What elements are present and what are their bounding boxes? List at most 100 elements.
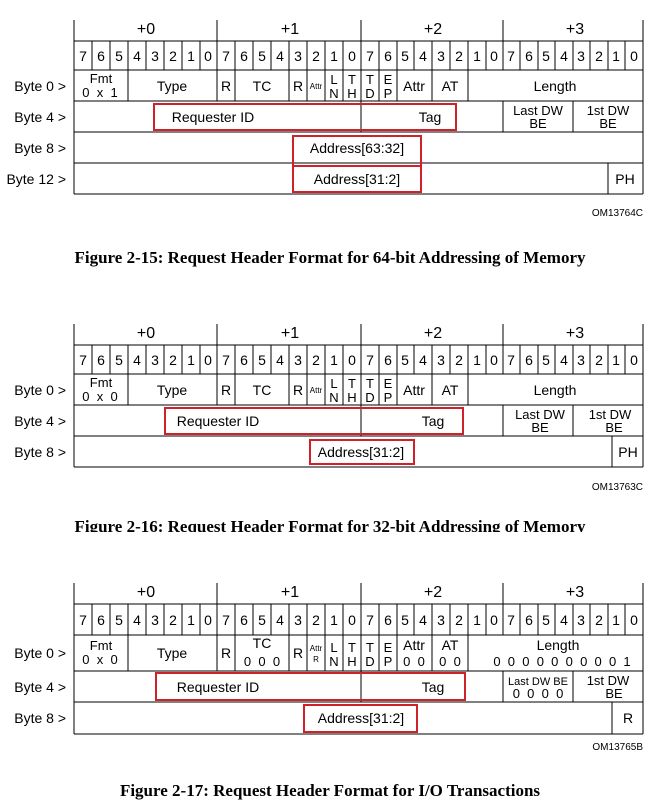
bit-label: 4: [133, 48, 141, 64]
ph-field: PH: [618, 444, 637, 460]
bit-label: 5: [115, 352, 123, 368]
row-label: Byte 0 >: [14, 78, 66, 94]
row-label: Byte 8 >: [14, 710, 66, 726]
bit-label: 1: [187, 352, 195, 368]
bit-label: 4: [276, 612, 284, 628]
bit-label: 5: [258, 612, 266, 628]
row-label: Byte 4 >: [14, 109, 66, 125]
bit-label: 4: [133, 352, 141, 368]
bit-label: 0: [490, 48, 498, 64]
bit-label: 2: [595, 612, 603, 628]
last-dw-be-field: Last DW BE: [508, 676, 568, 688]
row-label: Byte 12 >: [6, 171, 66, 187]
td-field: D: [365, 390, 374, 405]
bit-label: 1: [473, 352, 481, 368]
address-lo-field: Address[31:2]: [318, 710, 404, 726]
fmt-value: 0 x 1: [82, 85, 117, 100]
bit-label: 4: [560, 352, 568, 368]
type-field: Type: [157, 78, 188, 94]
bit-label: 0: [348, 48, 356, 64]
figure-code: OM13763C: [592, 482, 643, 493]
group-label: +3: [566, 584, 584, 601]
bit-label: 7: [222, 612, 230, 628]
bit-label: 7: [366, 48, 374, 64]
attr-bit-field: Attr: [310, 386, 323, 395]
last-dw-be-field: BE: [531, 420, 549, 435]
ln-field: L: [330, 376, 337, 391]
attr-value: 0 0: [403, 654, 425, 669]
first-dw-be-field: 1st DW: [589, 407, 632, 422]
bit-label: 2: [595, 48, 603, 64]
header-fields: Fmt 0 x 1 Type R TC R Attr L N T H T D E…: [82, 71, 634, 187]
ep-field: E: [384, 640, 393, 655]
group-label: +1: [281, 21, 299, 38]
td-field: T: [366, 640, 374, 655]
highlight-requester-tag: [164, 407, 464, 435]
bit-label: 4: [133, 612, 141, 628]
bit-label: 3: [577, 612, 585, 628]
figure-code: OM13764C: [592, 208, 643, 219]
bit-label: 6: [97, 352, 105, 368]
bit-label: 7: [79, 612, 87, 628]
group-label: +3: [566, 21, 584, 38]
group-headers: +0 +1 +2 +3: [137, 21, 584, 38]
ep-field: P: [384, 654, 393, 669]
bit-label: 0: [204, 612, 212, 628]
last-dw-be-field: BE: [529, 116, 547, 131]
fmt-field: Fmt: [90, 638, 113, 653]
row-labels: Byte 0 > Byte 4 > Byte 8 > Byte 12 >: [6, 78, 66, 187]
fmt-field: Fmt: [90, 375, 113, 390]
bit-label: 6: [384, 612, 392, 628]
address-lo-field: Address[31:2]: [314, 171, 400, 187]
bit-label: 5: [542, 48, 550, 64]
group-label: +0: [137, 21, 155, 38]
attr-field: Attr: [403, 382, 425, 398]
bit-label: 1: [473, 612, 481, 628]
row-label: Byte 0 >: [14, 645, 66, 661]
bit-label: 3: [437, 612, 445, 628]
r-field: R: [221, 645, 231, 661]
fmt-value: 0 x 0: [82, 652, 117, 667]
first-dw-be-field: BE: [605, 686, 623, 701]
bit-label: 2: [595, 352, 603, 368]
bit-label: 5: [401, 352, 409, 368]
requester-id-field: Requester ID: [172, 109, 254, 125]
address-hi-field: Address[63:32]: [310, 140, 404, 156]
bit-label: 6: [525, 352, 533, 368]
bit-label: 6: [240, 352, 248, 368]
group-label: +3: [566, 325, 584, 342]
bit-label: 4: [419, 612, 427, 628]
ln-field: N: [329, 86, 338, 101]
length-value: 0 0 0 0 0 0 0 0 0 1: [493, 654, 630, 669]
row-labels: Byte 0 > Byte 4 > Byte 8 >: [14, 645, 66, 726]
bit-label: 5: [542, 612, 550, 628]
tc-field: TC: [253, 78, 272, 94]
bit-label: 3: [151, 352, 159, 368]
bit-label: 5: [401, 612, 409, 628]
bit-label: 7: [366, 612, 374, 628]
attr-field: Attr: [403, 78, 425, 94]
row-label: Byte 4 >: [14, 413, 66, 429]
bit-label: 2: [312, 352, 320, 368]
bit-label: 6: [384, 352, 392, 368]
tc-field: TC: [253, 382, 272, 398]
attr-field: Attr: [403, 637, 425, 653]
th-field: T: [348, 640, 356, 655]
type-field: Type: [157, 382, 188, 398]
bit-label: 4: [276, 352, 284, 368]
bit-label: 2: [169, 612, 177, 628]
bit-label: 0: [630, 48, 638, 64]
at-field: AT: [442, 78, 459, 94]
bit-label: 6: [525, 612, 533, 628]
fmt-value: 0 x 0: [82, 389, 117, 404]
th-field: T: [348, 72, 356, 87]
group-label: +0: [137, 584, 155, 601]
highlight-requester-tag: [155, 672, 466, 701]
first-dw-be-field: BE: [599, 116, 617, 131]
bit-label: 1: [330, 48, 338, 64]
bit-label: 2: [312, 612, 320, 628]
group-label: +1: [281, 584, 299, 601]
bit-label: 6: [384, 48, 392, 64]
highlight-boxes: [155, 672, 466, 733]
